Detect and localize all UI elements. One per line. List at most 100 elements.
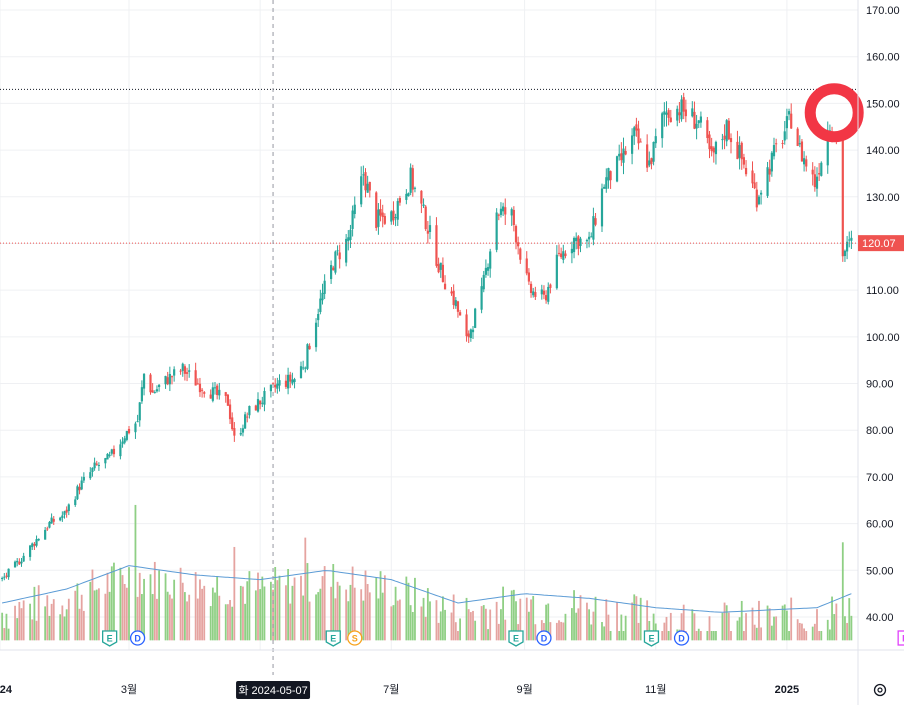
candle-body bbox=[691, 108, 694, 117]
volume-bar bbox=[199, 579, 201, 641]
volume-bar bbox=[682, 604, 685, 641]
candle-body bbox=[714, 141, 718, 155]
event-marker-dividend-icon[interactable] bbox=[536, 630, 552, 646]
volume-bar bbox=[35, 620, 38, 641]
candle-body bbox=[76, 486, 79, 500]
volume-bar bbox=[336, 581, 339, 641]
candle-body bbox=[59, 517, 62, 521]
candle-body bbox=[725, 120, 728, 142]
volume-bar bbox=[592, 611, 595, 641]
candle-body bbox=[577, 236, 580, 249]
price-axis-label: 160.00 bbox=[866, 52, 900, 64]
candle-body bbox=[314, 322, 318, 348]
candle-body bbox=[349, 229, 352, 241]
candle-body bbox=[422, 204, 425, 207]
candle-body bbox=[194, 370, 197, 386]
candle-body bbox=[459, 312, 462, 316]
volume-bar bbox=[89, 581, 92, 641]
candle-body bbox=[52, 518, 55, 522]
candle-body bbox=[562, 251, 565, 260]
volume-bar bbox=[489, 609, 492, 641]
volume-bar bbox=[665, 616, 668, 641]
candle-body bbox=[624, 150, 627, 155]
volume-bar bbox=[67, 598, 70, 641]
candle-body bbox=[173, 369, 176, 376]
candle-body bbox=[428, 225, 432, 233]
volume-bar bbox=[216, 576, 219, 641]
volume-bar bbox=[239, 585, 242, 641]
candle-body bbox=[35, 539, 38, 546]
volume-bar bbox=[106, 572, 109, 641]
candle-body bbox=[766, 167, 769, 196]
volume-bar bbox=[781, 605, 784, 641]
candle-body bbox=[435, 225, 438, 266]
candle-body bbox=[166, 377, 169, 385]
event-marker-letter: D bbox=[678, 634, 685, 644]
volume-bar bbox=[594, 596, 597, 641]
event-marker-dividend-icon[interactable] bbox=[129, 630, 146, 646]
candle-body bbox=[843, 250, 847, 257]
price-axis-label: 60.00 bbox=[866, 519, 894, 531]
volume-bar bbox=[588, 609, 590, 641]
candle-body bbox=[91, 467, 94, 473]
event-marker-earnings-icon[interactable] bbox=[508, 630, 524, 647]
candle-body bbox=[158, 384, 161, 388]
time-axis-label: 2025 bbox=[775, 684, 799, 696]
event-marker-earnings-icon[interactable] bbox=[325, 630, 341, 647]
volume-bar bbox=[803, 628, 805, 641]
volume-bar bbox=[841, 542, 844, 641]
event-marker-earnings-icon[interactable] bbox=[643, 630, 660, 647]
volume-bar bbox=[482, 605, 485, 641]
candle-body bbox=[757, 196, 761, 205]
event-marker-dividend-icon[interactable] bbox=[673, 630, 690, 646]
volume-bar bbox=[319, 588, 322, 641]
volume-bar bbox=[459, 618, 461, 641]
settings-gear-icon[interactable] bbox=[873, 683, 887, 697]
candle-body bbox=[848, 239, 851, 241]
event-marker-earnings-icon[interactable] bbox=[102, 630, 118, 647]
volume-bar bbox=[394, 586, 397, 641]
candle-body bbox=[770, 152, 773, 172]
candle-body bbox=[239, 432, 242, 435]
candle-body bbox=[502, 206, 505, 212]
volume-bar bbox=[392, 605, 395, 641]
volume-bar bbox=[29, 603, 31, 641]
volume-bar bbox=[52, 599, 55, 641]
volume-bar bbox=[128, 567, 130, 641]
candle-body bbox=[815, 176, 819, 189]
candle-body bbox=[375, 192, 378, 228]
candle-body bbox=[364, 172, 367, 191]
event-marker-future-earnings-icon[interactable] bbox=[897, 630, 904, 646]
volume-bar bbox=[710, 631, 713, 641]
price-axis-label: 40.00 bbox=[866, 612, 894, 624]
volume-bar bbox=[502, 586, 504, 641]
volume-bar bbox=[444, 609, 446, 641]
volume-bar bbox=[835, 603, 838, 641]
candle-body bbox=[179, 370, 182, 372]
volume-bar bbox=[332, 564, 335, 641]
candle-body bbox=[16, 560, 19, 563]
candle-body bbox=[592, 216, 595, 240]
volume-bar bbox=[472, 610, 474, 641]
candle-body bbox=[676, 108, 679, 121]
candle-body bbox=[712, 147, 715, 153]
candle-body bbox=[61, 515, 64, 518]
volume-bar bbox=[607, 614, 610, 641]
candle-body bbox=[20, 561, 23, 564]
candle-body bbox=[497, 214, 500, 216]
volume-bar bbox=[844, 616, 846, 641]
volume-bar bbox=[211, 587, 214, 641]
candle-body bbox=[570, 248, 573, 254]
event-marker-split-icon[interactable] bbox=[347, 630, 363, 646]
candle-body bbox=[110, 449, 113, 454]
volume-bar bbox=[381, 592, 384, 641]
volume-bar bbox=[743, 631, 745, 641]
crosshair-time-label: 화 2024-05-07 bbox=[238, 684, 307, 697]
candle-body bbox=[366, 183, 369, 193]
volume-bar bbox=[618, 631, 621, 641]
volume-bar bbox=[420, 606, 423, 641]
volume-bar bbox=[457, 631, 459, 641]
volume-bar bbox=[435, 600, 438, 641]
